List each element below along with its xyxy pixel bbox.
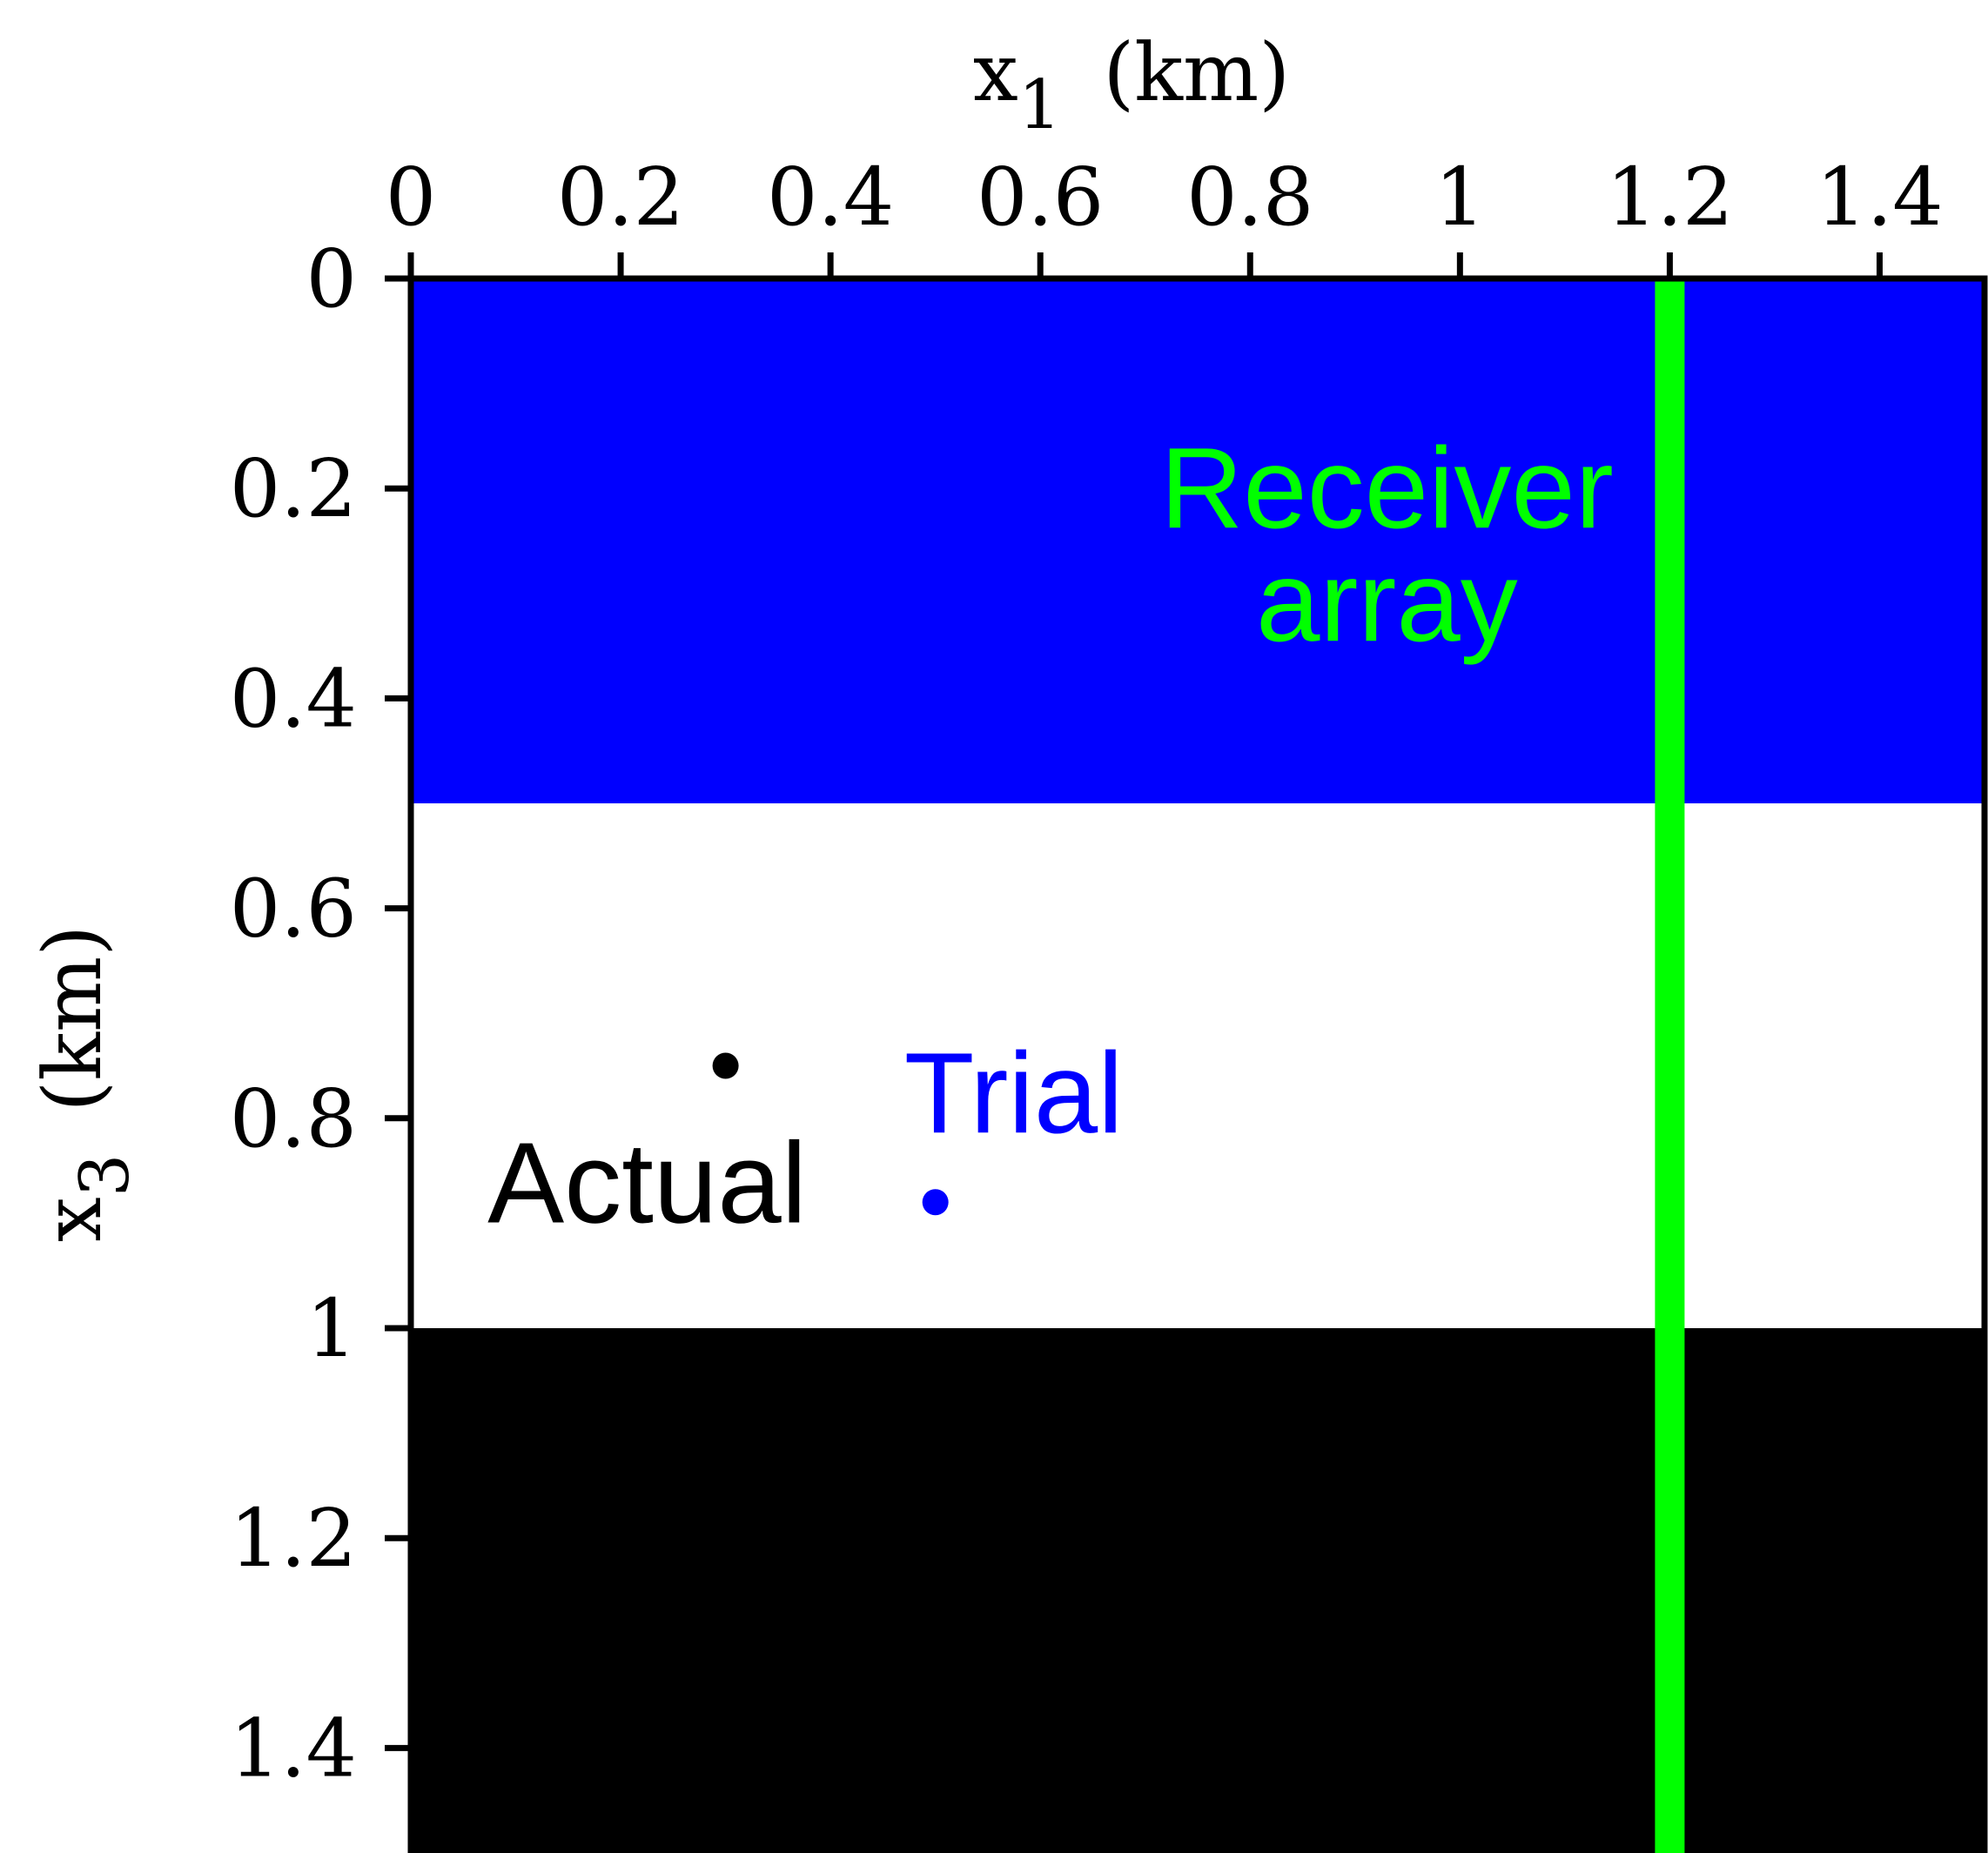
y-tick-label: 0.8 [230, 1072, 357, 1165]
x-tick-label: 0.6 [977, 151, 1104, 244]
layer-1 [411, 803, 1985, 1328]
x-axis-ticks: 0 0.2 0.4 0.6 0.8 1 1.2 1.4 [386, 151, 1944, 279]
y-axis-ticks: 0 0.2 0.4 0.6 0.8 1 1.2 1.4 [230, 232, 411, 1795]
receiver-array [1655, 279, 1685, 1853]
x-tick-label: 0.8 [1186, 151, 1313, 244]
layer-2 [411, 1328, 1985, 1853]
x-tick-label: 1 [1434, 151, 1486, 244]
receiver-array-line [1655, 279, 1685, 1853]
layer-0 [411, 279, 1985, 803]
y-axis-unit: (km) [26, 925, 119, 1112]
y-tick-label: 0.6 [230, 863, 357, 956]
velocity-layers [411, 279, 1985, 1853]
y-tick-label: 0.2 [230, 442, 357, 535]
trial-point [922, 1189, 949, 1216]
x-axis-unit: (km) [1103, 26, 1290, 119]
x-axis-title: x1 (km) [973, 26, 1290, 144]
actual-label: Actual [487, 1119, 807, 1247]
receiver-label-line2: array [1256, 537, 1518, 665]
frame-border [407, 275, 1988, 1853]
y-tick-label: 1.4 [230, 1702, 357, 1795]
x-tick-label: 1.4 [1816, 151, 1943, 244]
y-axis-subscript: 3 [66, 1154, 144, 1198]
y-tick-label: 0 [306, 232, 357, 326]
x-axis-subscript: 1 [1018, 66, 1062, 144]
x-tick-label: 0.2 [557, 151, 684, 244]
receiver-label-line1: Receiver [1160, 424, 1614, 552]
plot-frame [407, 275, 1988, 1853]
x-tick-label: 1.2 [1606, 151, 1733, 244]
actual-point [712, 1052, 739, 1079]
x-tick-label: 0 [386, 151, 437, 244]
trial-label: Trial [904, 1029, 1124, 1157]
y-axis-symbol: x [26, 1197, 119, 1242]
y-tick-label: 1 [306, 1282, 357, 1375]
x-tick-label: 0.4 [767, 151, 894, 244]
x-axis-symbol: x [973, 26, 1018, 119]
y-axis-title: x3 (km) [26, 925, 144, 1242]
y-tick-label: 1.2 [230, 1492, 357, 1585]
y-tick-label: 0.4 [230, 652, 357, 745]
